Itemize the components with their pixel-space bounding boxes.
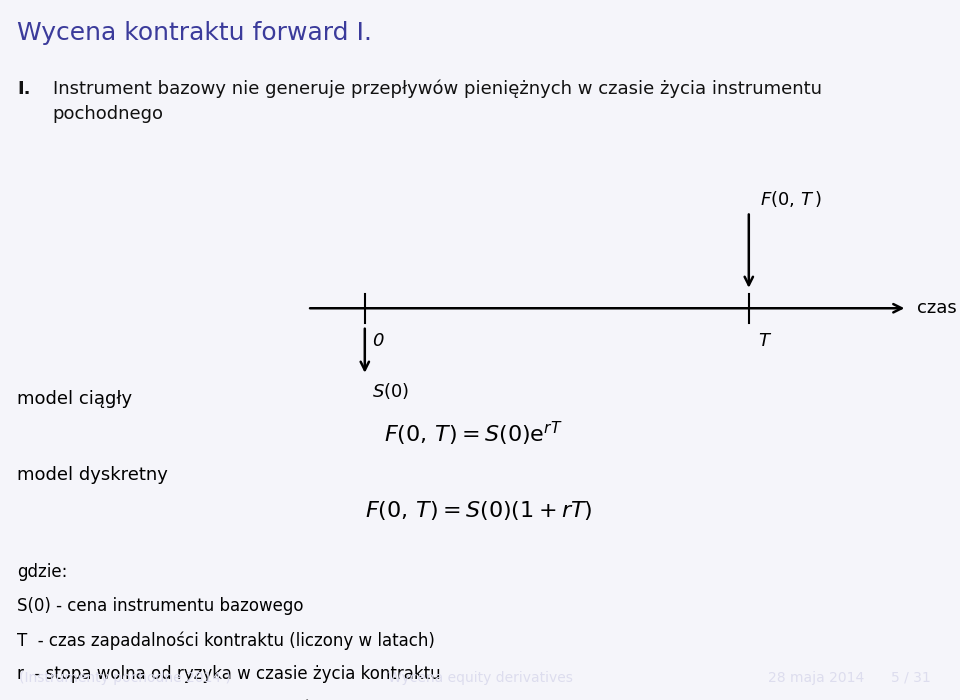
Text: T  - czas zapadalności kontraktu (liczony w latach): T - czas zapadalności kontraktu (liczony… <box>17 631 435 650</box>
Text: I.: I. <box>17 80 31 98</box>
Text: model ciągły: model ciągły <box>17 390 132 408</box>
Text: (Instrumenty pochodne 2014 ): (Instrumenty pochodne 2014 ) <box>19 671 231 685</box>
Text: gdzie:: gdzie: <box>17 563 67 581</box>
Text: 28 maja 2014: 28 maja 2014 <box>768 671 864 685</box>
Text: czas: czas <box>917 299 956 317</box>
Text: $F(0,\,T) = S(0)(1 + rT)$: $F(0,\,T) = S(0)(1 + rT)$ <box>365 499 592 522</box>
Text: model dyskretny: model dyskretny <box>17 466 168 484</box>
Text: T: T <box>758 332 769 350</box>
Text: $S(0)$: $S(0)$ <box>372 382 410 402</box>
Text: S(0) - cena instrumentu bazowego: S(0) - cena instrumentu bazowego <box>17 597 303 615</box>
Text: 5 / 31: 5 / 31 <box>892 671 931 685</box>
Text: Instrument bazowy nie generuje przepływów pieniężnych w czasie życia instrumentu: Instrument bazowy nie generuje przepływó… <box>53 80 822 123</box>
Text: 0: 0 <box>372 332 384 350</box>
Text: $F(0,\,T) = S(0)\mathrm{e}^{rT}$: $F(0,\,T) = S(0)\mathrm{e}^{rT}$ <box>384 420 563 448</box>
Text: r  - stopa wolna od ryzyka w czasie życia kontraktu: r - stopa wolna od ryzyka w czasie życia… <box>17 665 441 683</box>
Text: Wycena kontraktu forward I.: Wycena kontraktu forward I. <box>17 21 372 45</box>
Text: Wycena equity derivatives: Wycena equity derivatives <box>388 671 572 685</box>
Text: $F(0,\,T\,)$: $F(0,\,T\,)$ <box>760 188 823 209</box>
Text: wycena kontraktu = brak możliwości arbitrażu: wycena kontraktu = brak możliwości arbit… <box>17 699 403 700</box>
